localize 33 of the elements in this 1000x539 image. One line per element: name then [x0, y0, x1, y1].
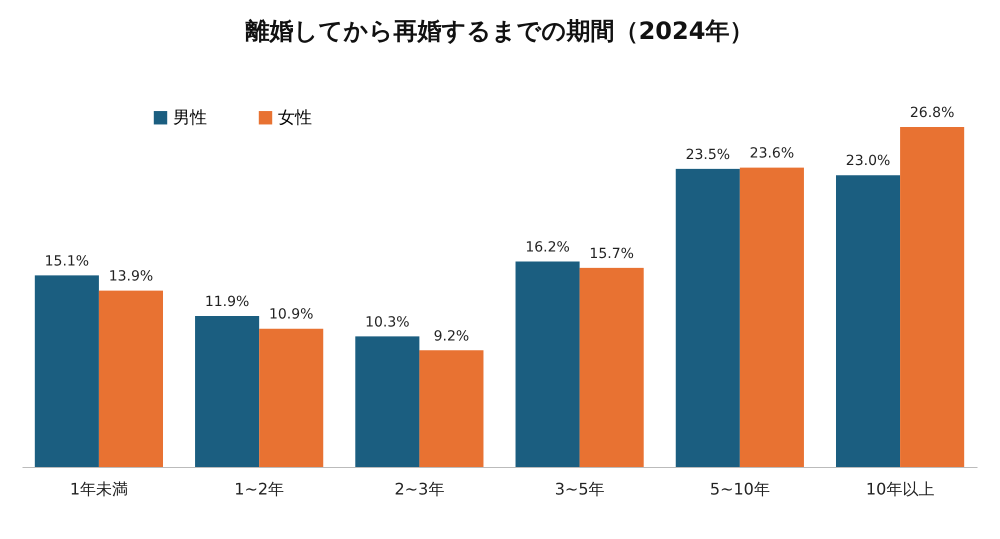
data-label: 23.6%: [750, 146, 794, 162]
x-tick-label: 1年未満: [70, 480, 128, 498]
legend-label: 男性: [173, 108, 207, 128]
x-tick-label: 2~3年: [394, 480, 444, 498]
bar: [259, 328, 324, 467]
bar: [355, 336, 420, 467]
data-label: 23.5%: [686, 146, 730, 163]
chart-title: 離婚してから再婚するまでの期間（2024年）: [244, 17, 754, 45]
data-label: 9.2%: [434, 328, 470, 344]
bar: [516, 261, 580, 467]
bar: [419, 350, 484, 467]
x-tick-label: 5~10年: [710, 480, 770, 498]
data-label: 11.9%: [204, 294, 250, 310]
data-label: 10.9%: [268, 306, 314, 323]
bar: [900, 127, 964, 467]
bar: [836, 175, 900, 467]
data-label: 26.8%: [910, 105, 954, 121]
bar: [676, 168, 740, 467]
bar: [98, 290, 164, 467]
legend-label: 女性: [278, 108, 312, 128]
bar: [580, 268, 644, 467]
data-label: 16.2%: [525, 239, 570, 256]
bar: [195, 316, 260, 467]
bar: [740, 168, 804, 467]
data-label: 15.1%: [44, 253, 90, 270]
x-tick-label: 10年以上: [866, 480, 934, 498]
data-label: 15.7%: [589, 246, 634, 262]
data-label: 10.3%: [365, 314, 410, 330]
x-tick-label: 3~5年: [554, 480, 604, 498]
data-label: 23.0%: [846, 153, 890, 170]
bar: [34, 275, 99, 467]
data-label: 13.9%: [108, 268, 154, 285]
x-tick-label: 1~2年: [234, 480, 284, 498]
